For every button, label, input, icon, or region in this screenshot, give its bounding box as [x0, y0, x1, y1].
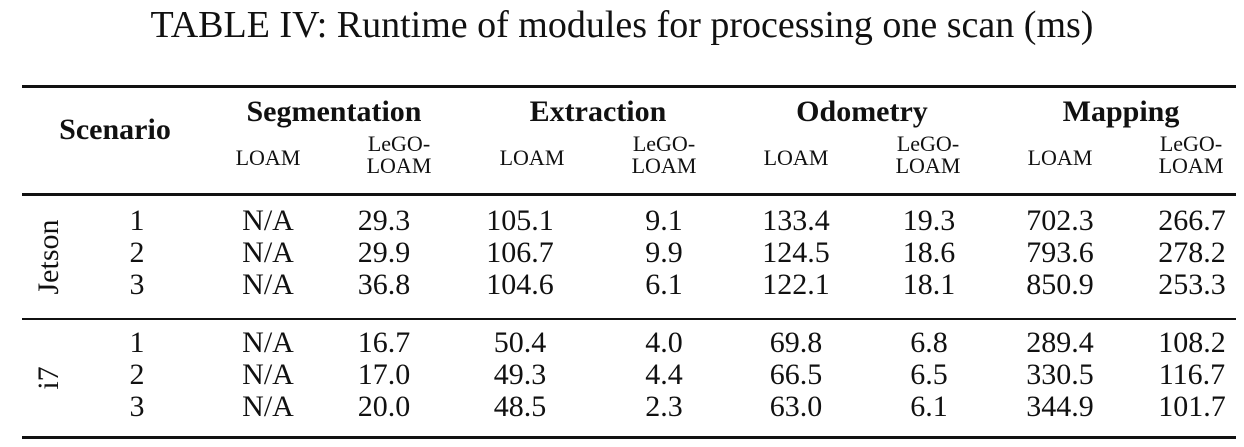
header-rule [22, 193, 1236, 196]
table-cell-extraction-loam: 105.1 [486, 204, 554, 237]
table-cell-extraction-loam: 48.5 [493, 390, 547, 423]
section-divider-rule [22, 318, 1236, 320]
group-header-segmentation: Segmentation [246, 95, 422, 128]
top-rule [22, 85, 1236, 88]
subheader-lego-line1: LeGO- [1159, 131, 1223, 156]
table-cell-mapping-lego-loam: 266.7 [1158, 204, 1226, 237]
subheader-lego-line1: LeGO- [367, 131, 431, 156]
table-cell-odometry-lego-loam: 6.8 [910, 326, 948, 359]
table-cell-extraction-lego-loam: 9.9 [645, 236, 683, 269]
subheader-odometry-loam: LOAM [763, 145, 829, 170]
table-cell-odometry-loam: 122.1 [762, 268, 830, 301]
subheader-extraction-lego-loam: LeGO- LOAM [614, 133, 714, 177]
table-cell-segmentation-lego-loam: 16.7 [357, 326, 411, 359]
table-cell-mapping-lego-loam: 253.3 [1158, 268, 1226, 301]
subheader-lego-line2: LOAM [895, 153, 961, 178]
scenario-header: Scenario [59, 113, 171, 146]
group-header-mapping: Mapping [1062, 95, 1180, 128]
table-cell-segmentation-loam: N/A [242, 326, 294, 359]
subheader-segmentation-loam: LOAM [235, 145, 301, 170]
table-cell-mapping-lego-loam: 116.7 [1158, 358, 1226, 391]
table-cell-extraction-lego-loam: 4.0 [645, 326, 683, 359]
subheader-odometry-lego-loam: LeGO- LOAM [878, 133, 978, 177]
table-cell-odometry-loam: 66.5 [769, 358, 823, 391]
table-cell-mapping-loam: 330.5 [1026, 358, 1094, 391]
subheader-extraction-loam: LOAM [499, 145, 565, 170]
table-cell-mapping-loam: 344.9 [1026, 390, 1094, 423]
table-cell-extraction-loam: 104.6 [486, 268, 554, 301]
table-cell-odometry-loam: 63.0 [769, 390, 823, 423]
table-cell-mapping-lego-loam: 108.2 [1158, 326, 1226, 359]
table-cell-odometry-lego-loam: 19.3 [902, 204, 956, 237]
table-cell-scenario: 2 [129, 236, 145, 269]
subheader-lego-line1: LeGO- [632, 131, 696, 156]
subheader-mapping-loam: LOAM [1027, 145, 1093, 170]
group-header-odometry: Odometry [796, 95, 928, 128]
subheader-lego-line2: LOAM [366, 153, 432, 178]
table-cell-odometry-lego-loam: 6.5 [910, 358, 948, 391]
table-cell-segmentation-lego-loam: 29.3 [357, 204, 411, 237]
table-cell-odometry-lego-loam: 18.6 [902, 236, 956, 269]
group-header-extraction: Extraction [529, 95, 667, 128]
table-cell-extraction-loam: 106.7 [486, 236, 554, 269]
table-cell-mapping-loam: 850.9 [1026, 268, 1094, 301]
table-cell-mapping-lego-loam: 278.2 [1158, 236, 1226, 269]
bottom-rule [22, 436, 1236, 439]
subheader-lego-line2: LOAM [1158, 153, 1224, 178]
table-cell-scenario: 1 [129, 204, 145, 237]
subheader-segmentation-lego-loam: LeGO- LOAM [349, 133, 449, 177]
table-cell-odometry-loam: 69.8 [769, 326, 823, 359]
table-cell-odometry-loam: 133.4 [762, 204, 830, 237]
table-cell-mapping-loam: 289.4 [1026, 326, 1094, 359]
table-cell-extraction-lego-loam: 4.4 [645, 358, 683, 391]
table-cell-extraction-lego-loam: 6.1 [645, 268, 683, 301]
section-label-jetson: Jetson [32, 219, 65, 295]
subheader-lego-line1: LeGO- [896, 131, 960, 156]
table-cell-scenario: 2 [129, 358, 145, 391]
table-cell-odometry-lego-loam: 6.1 [910, 390, 948, 423]
table-cell-segmentation-loam: N/A [242, 390, 294, 423]
table-cell-segmentation-lego-loam: 17.0 [357, 358, 411, 391]
table-cell-segmentation-lego-loam: 29.9 [357, 236, 411, 269]
table-cell-segmentation-loam: N/A [242, 358, 294, 391]
table-cell-extraction-loam: 49.3 [493, 358, 547, 391]
table-cell-scenario: 3 [129, 268, 145, 301]
table-cell-segmentation-loam: N/A [242, 268, 294, 301]
table-cell-extraction-lego-loam: 2.3 [645, 390, 683, 423]
table-cell-segmentation-lego-loam: 36.8 [357, 268, 411, 301]
section-label-i7: i7 [32, 366, 65, 390]
table-cell-odometry-lego-loam: 18.1 [902, 268, 956, 301]
subheader-mapping-lego-loam: LeGO- LOAM [1141, 133, 1241, 177]
table-cell-mapping-lego-loam: 101.7 [1158, 390, 1226, 423]
table-cell-scenario: 3 [129, 390, 145, 423]
table-cell-segmentation-loam: N/A [242, 236, 294, 269]
table-cell-segmentation-loam: N/A [242, 204, 294, 237]
subheader-lego-line2: LOAM [631, 153, 697, 178]
table-cell-odometry-loam: 124.5 [762, 236, 830, 269]
table-cell-mapping-loam: 793.6 [1026, 236, 1094, 269]
table-cell-mapping-loam: 702.3 [1026, 204, 1094, 237]
table-cell-extraction-lego-loam: 9.1 [645, 204, 683, 237]
table-cell-segmentation-lego-loam: 20.0 [357, 390, 411, 423]
table-caption: TABLE IV: Runtime of modules for process… [150, 4, 1094, 46]
table-cell-scenario: 1 [129, 326, 145, 359]
table-cell-extraction-loam: 50.4 [493, 326, 547, 359]
